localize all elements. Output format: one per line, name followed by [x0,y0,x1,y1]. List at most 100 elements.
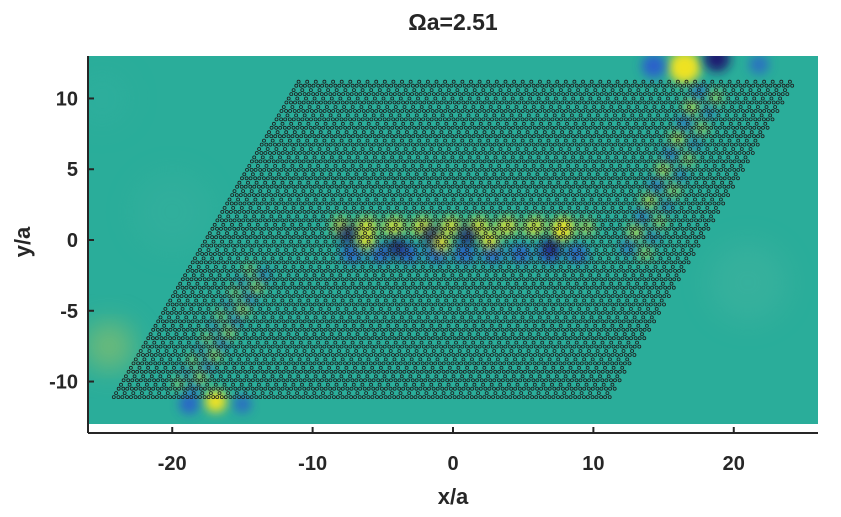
lattice-ring [493,391,498,396]
lattice-ring [134,378,139,383]
lattice-ring [463,382,468,387]
lattice-ring [181,386,186,391]
lattice-ring [582,386,587,391]
lattice-ring [162,382,167,387]
lattice-ring [401,386,406,391]
lattice-ring [325,382,330,387]
lattice-site [530,382,539,391]
lattice-ring [441,391,446,396]
lattice-ring [392,395,397,400]
lattice-ring [314,395,319,400]
lattice-ring [125,386,130,391]
lattice-ring [234,391,239,396]
lattice-ring [569,386,574,391]
lattice-ring [238,378,243,383]
lattice-ring [356,374,361,379]
lattice-ring [430,395,435,400]
lattice-ring [582,395,586,400]
lattice-ring [508,395,513,400]
lattice-ring [452,395,457,400]
lattice-ring [142,395,147,400]
lattice-ring [500,386,505,391]
lattice-ring [409,395,414,400]
lattice-ring [586,386,591,391]
lattice-ring [384,378,389,383]
lattice-ring [156,378,161,383]
lattice-ring [293,386,298,391]
lattice-ring [126,378,131,383]
lattice-ring [506,382,511,387]
lattice-site [268,374,277,383]
field-blob [641,192,658,209]
lattice-ring [290,378,294,383]
lattice-ring [590,395,595,400]
lattice-ring [170,382,175,387]
lattice-ring [369,382,373,387]
field-blob [179,394,200,415]
lattice-ring [289,386,294,391]
lattice-ring [223,395,228,400]
lattice-ring [114,391,118,396]
lattice-site [404,391,414,400]
lattice-ring [143,378,148,383]
lattice-ring [177,386,182,391]
lattice-ring [323,386,328,391]
lattice-site [319,374,329,383]
lattice-ring [137,395,142,400]
lattice-site [116,382,126,391]
lattice-ring [262,395,267,400]
lattice-ring [487,386,492,391]
lattice-ring [229,378,234,383]
lattice-ring [264,378,269,383]
lattice-site [211,382,221,391]
lattice-ring [361,395,366,400]
lattice-ring [349,386,354,391]
lattice-ring [586,395,590,400]
lattice-ring [346,391,351,396]
lattice-ring [469,395,474,400]
lattice-ring [535,386,539,391]
lattice-ring [254,395,259,400]
lattice-ring [146,395,151,400]
lattice-site [301,391,310,400]
lattice-ring [363,378,367,383]
lattice-ring [360,382,365,387]
lattice-ring [426,395,431,400]
lattice-ring [216,386,221,391]
lattice-site [590,382,600,391]
lattice-site [517,391,526,400]
lattice-ring [433,391,437,396]
lattice-ring [237,395,242,400]
lattice-ring [138,386,143,391]
lattice-ring [120,395,125,400]
lattice-ring [292,395,297,400]
lattice-ring [306,395,310,400]
lattice-ring [185,395,190,400]
lattice-ring [165,391,170,396]
lattice-ring [498,382,503,387]
lattice-ring [245,395,250,400]
lattice-site [496,382,505,391]
lattice-site [354,374,363,383]
lattice-site [366,382,376,391]
lattice-ring [139,391,144,396]
lattice-ring [564,395,569,400]
lattice-ring [228,395,233,400]
lattice-ring [207,378,212,383]
lattice-ring [242,378,247,383]
lattice-ring [210,374,215,379]
lattice-site [254,382,264,391]
lattice-ring [545,391,549,396]
lattice-site [207,374,217,383]
lattice-site [508,391,517,400]
lattice-ring [151,386,156,391]
lattice-ring [414,378,419,383]
lattice-ring [328,378,333,383]
lattice-ring [348,374,353,379]
lattice-site [577,391,586,400]
lattice-ring [398,391,403,396]
lattice-ring [297,395,302,400]
lattice-site [275,391,285,400]
lattice-ring [340,395,345,400]
lattice-ring [261,374,266,379]
